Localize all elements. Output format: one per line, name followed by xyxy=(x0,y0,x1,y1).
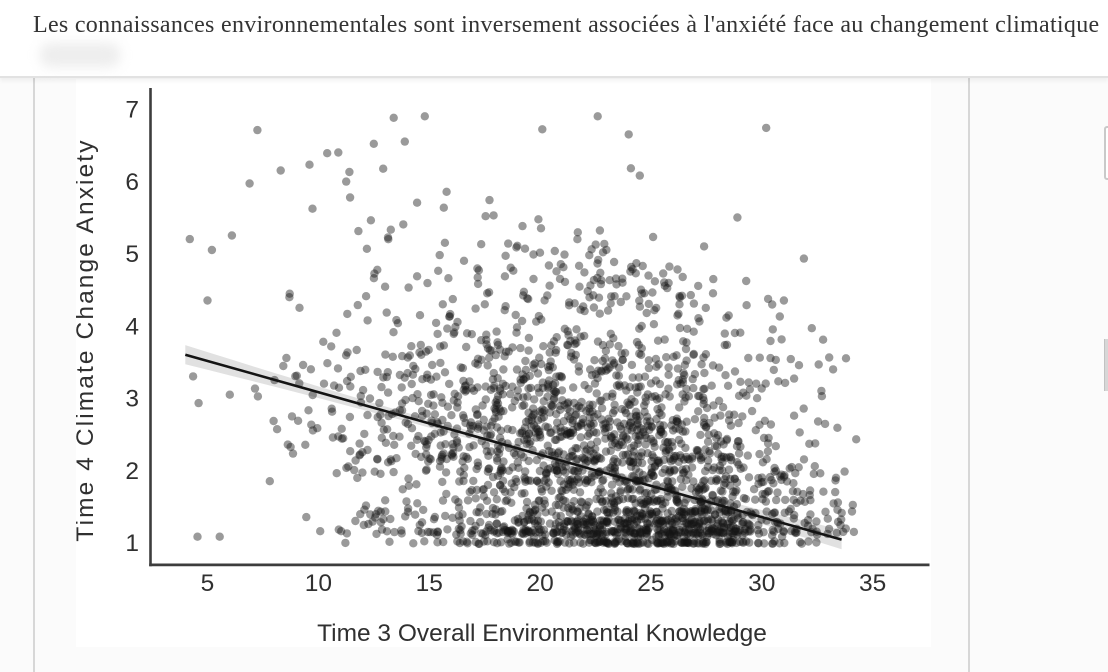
svg-text:10: 10 xyxy=(304,570,331,597)
svg-text:4: 4 xyxy=(125,313,139,340)
svg-text:Time 3 Overall Environmental K: Time 3 Overall Environmental Knowledge xyxy=(317,620,767,647)
svg-text:15: 15 xyxy=(415,570,442,597)
svg-text:35: 35 xyxy=(858,570,885,597)
svg-text:Time 4 Climate Change Anxiety: Time 4 Climate Change Anxiety xyxy=(76,138,99,541)
svg-text:7: 7 xyxy=(125,97,139,124)
svg-text:25: 25 xyxy=(637,570,664,597)
svg-text:6: 6 xyxy=(125,169,139,196)
svg-text:5: 5 xyxy=(125,241,139,268)
svg-text:2: 2 xyxy=(125,458,139,485)
svg-text:30: 30 xyxy=(748,570,775,597)
svg-text:1: 1 xyxy=(125,530,139,557)
svg-text:20: 20 xyxy=(526,570,553,597)
svg-text:5: 5 xyxy=(200,570,214,597)
svg-text:3: 3 xyxy=(125,386,139,413)
